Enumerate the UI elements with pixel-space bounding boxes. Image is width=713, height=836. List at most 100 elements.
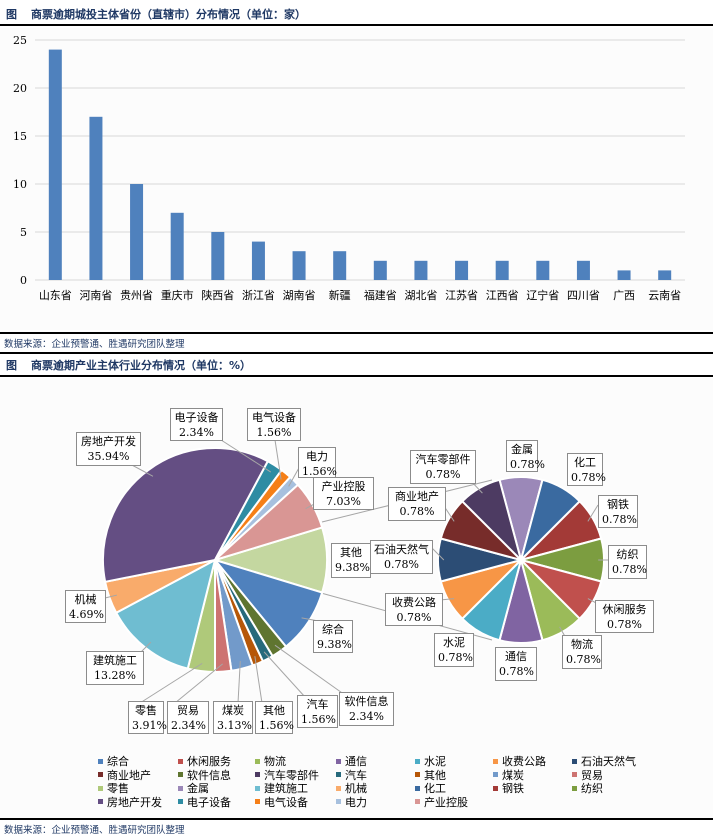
bar: [292, 251, 306, 280]
bar: [617, 270, 631, 280]
legend-item: 商业地产: [98, 767, 151, 783]
bar: [455, 260, 469, 280]
x-tick-label: 贵州省: [120, 289, 153, 302]
legend-label: 机械: [345, 782, 367, 795]
label-category: 物流: [571, 638, 593, 651]
data-label: 汽车零部件 0.78%: [410, 450, 476, 484]
label-category: 休闲服务: [602, 603, 647, 616]
data-label: 其他 9.38%: [331, 543, 371, 578]
bar: [536, 260, 550, 280]
data-label: 电子设备 2.34%: [170, 408, 223, 441]
legend-swatch: [255, 772, 260, 777]
label-category: 综合: [322, 623, 344, 636]
legend-label: 物流: [264, 755, 286, 768]
legend-item: 产业控股: [415, 794, 468, 810]
data-label: 商业地产 0.78%: [388, 487, 446, 521]
legend-label: 收费公路: [502, 755, 546, 768]
bar: [170, 212, 184, 280]
leader-line: [237, 661, 241, 704]
x-tick-label: 浙江省: [242, 289, 275, 302]
label-value: 7.03%: [326, 495, 361, 508]
legend-label: 化工: [424, 782, 446, 795]
label-value: 35.94%: [87, 450, 130, 463]
source-note-2: 数据来源：企业预警通、胜遇研究团队整理: [4, 825, 185, 836]
legend-label: 零售: [107, 782, 129, 795]
legend-label: 建筑施工: [264, 782, 308, 795]
legend-label: 贸易: [581, 768, 603, 782]
label-value: 2.34%: [179, 426, 214, 439]
y-tick-label: 15: [13, 130, 27, 143]
legend-swatch: [178, 772, 183, 777]
legend-label: 商业地产: [107, 768, 151, 782]
x-tick-label: 湖北省: [404, 289, 437, 302]
legend-label: 汽车: [345, 768, 367, 782]
x-tick-label: 山东省: [39, 289, 72, 302]
legend-label: 钢铁: [502, 782, 524, 795]
data-label: 电气设备 1.56%: [247, 408, 301, 441]
label-category: 收费公路: [392, 596, 436, 609]
legend-label: 汽车零部件: [264, 768, 319, 782]
leader-line: [174, 663, 223, 704]
x-tick-label: 云南省: [648, 289, 681, 302]
leader-line: [104, 594, 118, 599]
label-value: 0.78%: [602, 513, 637, 526]
legend-label: 通信: [345, 755, 367, 768]
legend-item: 物流: [255, 753, 286, 769]
legend-swatch: [336, 799, 341, 804]
label-category: 建筑施工: [93, 654, 137, 667]
legend-swatch: [178, 785, 183, 791]
leader-line: [431, 547, 445, 561]
legend-item: 钢铁: [493, 780, 524, 796]
divider: [0, 818, 713, 820]
bar: [373, 260, 387, 280]
legend-item: 房地产开发: [98, 794, 162, 810]
data-label: 建筑施工 13.28%: [86, 651, 144, 685]
label-value: 2.34%: [349, 710, 384, 723]
bar: [414, 260, 428, 280]
legend-label: 休闲服务: [187, 755, 231, 768]
leader-line: [217, 437, 272, 473]
bar: [658, 270, 672, 280]
x-tick-label: 江西省: [486, 289, 519, 302]
data-label: 软件信息 2.34%: [339, 692, 394, 726]
leader-line: [129, 463, 154, 477]
divider: [0, 375, 713, 377]
label-category: 水泥: [443, 636, 465, 649]
data-label: 煤炭 3.13%: [213, 701, 253, 734]
label-value: 2.34%: [171, 719, 206, 732]
legend-item: 化工: [415, 780, 446, 796]
label-category: 商业地产: [395, 490, 439, 503]
label-category: 贸易: [177, 704, 199, 717]
data-label: 汽车 1.56%: [297, 695, 338, 728]
legend-item: 汽车零部件: [255, 767, 319, 783]
x-tick-label: 湖南省: [283, 289, 316, 302]
y-tick-label: 25: [13, 34, 27, 47]
data-label: 零售 3.91%: [128, 701, 167, 734]
label-category: 产业控股: [321, 480, 366, 493]
legend-item: 纺织: [572, 780, 603, 796]
legend-swatch: [493, 758, 498, 764]
legend-label: 综合: [107, 755, 129, 768]
data-label: 电力 1.56%: [298, 447, 337, 478]
legend-swatch: [493, 772, 498, 777]
figure1-title: 图商票逾期城投主体省份（直辖市）分布情况（单位：家）: [6, 8, 306, 21]
legend-item: 其他: [415, 767, 446, 783]
bar: [495, 260, 509, 280]
label-category: 电气设备: [252, 411, 296, 424]
figure2-title-text: 商票逾期产业主体行业分布情况（单位：%）: [31, 359, 252, 372]
y-tick-label: 20: [13, 82, 27, 95]
data-label: 机械 4.69%: [65, 590, 106, 623]
x-tick-label: 辽宁省: [526, 288, 559, 302]
legend-swatch: [98, 785, 103, 791]
leader-line: [263, 651, 306, 698]
legend-item: 建筑施工: [255, 780, 308, 796]
x-tick-label: 江苏省: [445, 289, 478, 302]
legend-item: 石油天然气: [572, 753, 636, 769]
x-tick-label: 重庆市: [161, 288, 194, 302]
legend-item: 贸易: [572, 767, 603, 783]
figure2-title: 图商票逾期产业主体行业分布情况（单位：%）: [6, 359, 252, 372]
label-value: 0.78%: [384, 558, 419, 571]
data-label: 通信 0.78%: [495, 647, 537, 681]
label-category: 石油天然气: [374, 543, 429, 556]
